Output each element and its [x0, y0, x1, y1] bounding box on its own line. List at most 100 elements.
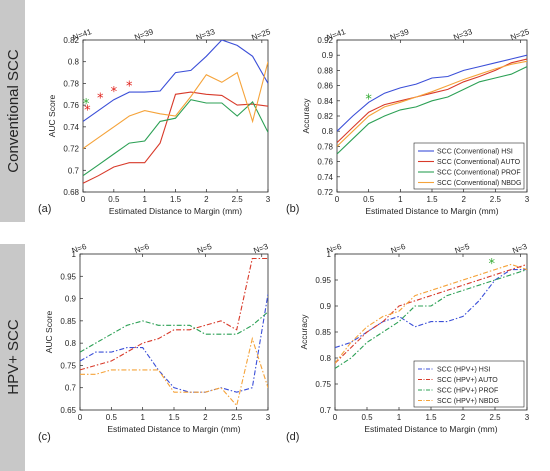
- series-line-nbdg: [337, 60, 527, 147]
- x-tick-label: 1: [397, 413, 402, 422]
- y-tick-label: 0.85: [60, 317, 76, 326]
- legend-entry-nbdg: SCC (HPV+) NBDG: [437, 398, 499, 405]
- y-axis-label: Accuracy: [301, 98, 311, 134]
- y-tick-label: 0.75: [315, 380, 331, 389]
- x-tick-label: 3: [525, 195, 530, 204]
- significance-star: *: [365, 93, 372, 108]
- y-tick-label: 0.75: [60, 361, 76, 370]
- significance-star: *: [83, 97, 90, 112]
- x-tick-label: 1: [140, 413, 145, 422]
- series-line-auto: [80, 257, 268, 371]
- panel-tag: (d): [286, 431, 299, 443]
- x-tick-label: 3: [266, 413, 271, 422]
- x-tick-label: 0.5: [361, 413, 373, 422]
- x-tick-label: 1: [142, 195, 147, 204]
- legend-entry-nbdg: SCC (Conventional) NBDG: [437, 180, 521, 187]
- y-tick-label: 0.65: [60, 406, 76, 415]
- y-tick-label: 0.8: [320, 354, 332, 363]
- y-tick-label: 0.7: [65, 384, 77, 393]
- y-tick-label: 0.86: [317, 82, 333, 91]
- chart-panel-c: 0 0.5 1 1.5 2 2.5 30.650.70.750.80.850.90.951N…: [38, 242, 271, 443]
- y-tick-label: 0.68: [63, 188, 79, 197]
- x-axis-label: Estimated Distance to Margin (mm): [107, 424, 240, 434]
- y-tick-label: 0.74: [317, 173, 333, 182]
- x-tick-label: 0: [81, 195, 86, 204]
- x-tick-label: 2: [461, 195, 466, 204]
- x-tick-label: 0: [335, 195, 340, 204]
- y-tick-label: 0.9: [65, 295, 77, 304]
- y-tick-label: 0.9: [322, 51, 334, 60]
- series-line-auto: [83, 91, 268, 184]
- legend-entry-hsi: SCC (HPV+) HSI: [437, 367, 491, 374]
- series-line-auto: [335, 263, 527, 364]
- y-axis-label: AUC Score: [44, 310, 54, 353]
- series-line-prof: [83, 99, 268, 177]
- series-line-prof: [80, 311, 268, 353]
- x-tick-label: 2.5: [232, 195, 244, 204]
- x-tick-label: 3: [266, 195, 271, 204]
- y-tick-label: 0.72: [317, 188, 333, 197]
- significance-star: *: [84, 103, 91, 118]
- row-title-conventional: Conventional SCC: [5, 49, 22, 173]
- y-tick-label: 1: [72, 250, 77, 259]
- y-tick-label: 0.85: [315, 328, 331, 337]
- y-tick-label: 0.82: [317, 112, 333, 121]
- y-tick-label: 0.8: [322, 127, 334, 136]
- x-tick-label: 1.5: [168, 413, 180, 422]
- series-line-hsi: [80, 294, 268, 393]
- legend-entry-hsi: SCC (Conventional) HSI: [437, 149, 513, 156]
- y-tick-label: 0.76: [317, 158, 333, 167]
- series-line-auto: [337, 58, 527, 143]
- y-tick-label: 0.76: [63, 101, 79, 110]
- y-tick-label: 0.95: [315, 276, 331, 285]
- significance-star: *: [111, 85, 118, 100]
- chart-panel-b: 0 0.5 1 1.5 2 2.5 3 0.72 0.74 0.76 0.78 0.8 0.82 0.84…: [286, 27, 531, 216]
- x-tick-label: 0.5: [108, 195, 120, 204]
- significance-star: *: [126, 80, 133, 95]
- legend-entry-auto: SCC (HPV+) AUTO: [437, 377, 498, 384]
- series-line-prof: [337, 66, 527, 155]
- series-line-nbdg: [83, 61, 268, 150]
- x-tick-label: 1: [398, 195, 403, 204]
- y-tick-label: 0.7: [320, 406, 332, 415]
- x-tick-label: 1.5: [426, 195, 438, 204]
- row-title-hpv: HPV+ SCC: [5, 319, 22, 395]
- x-tick-label: 2.5: [231, 413, 243, 422]
- x-axis-label: Estimated Distance to Margin (mm): [364, 424, 497, 434]
- x-tick-label: 2: [203, 413, 208, 422]
- y-tick-label: 0.84: [317, 97, 333, 106]
- panel-tag: (c): [38, 431, 51, 443]
- x-tick-label: 0: [333, 413, 338, 422]
- y-tick-label: 1: [327, 250, 332, 259]
- series-line-prof: [335, 269, 527, 369]
- panel-tag: (a): [38, 203, 51, 215]
- x-tick-label: 2.5: [489, 413, 501, 422]
- x-tick-label: 1.5: [425, 413, 437, 422]
- legend-entry-auto: SCC (Conventional) AUTO: [437, 159, 521, 166]
- y-tick-label: 0.74: [63, 123, 79, 132]
- y-tick-label: 0.8: [65, 339, 77, 348]
- row-sidebar-hpv: [0, 244, 25, 471]
- legend-entry-prof: SCC (HPV+) PROF: [437, 388, 498, 395]
- y-tick-label: 0.72: [63, 145, 79, 154]
- x-tick-label: 2.5: [490, 195, 502, 204]
- x-axis-label: Estimated Distance to Margin (mm): [365, 206, 498, 216]
- y-axis-label: AUC Score: [47, 94, 57, 137]
- x-tick-label: 0.5: [363, 195, 375, 204]
- x-axis-label: Estimated Distance to Margin (mm): [109, 206, 242, 216]
- y-tick-label: 0.88: [317, 66, 333, 75]
- x-tick-label: 2: [204, 195, 209, 204]
- row-sidebar-conventional: [0, 0, 25, 222]
- y-tick-label: 0.78: [317, 142, 333, 151]
- series-line-nbdg: [335, 263, 527, 364]
- significance-star: *: [489, 257, 496, 272]
- y-axis-label: Accuracy: [299, 314, 309, 350]
- legend-entry-prof: SCC (Conventional) PROF: [437, 170, 521, 177]
- series-line-nbdg: [80, 336, 268, 407]
- panel-tag: (b): [286, 203, 299, 215]
- x-tick-label: 0.5: [106, 413, 118, 422]
- y-tick-label: 0.95: [60, 272, 76, 281]
- y-tick-label: 0.78: [63, 79, 79, 88]
- x-tick-label: 3: [525, 413, 530, 422]
